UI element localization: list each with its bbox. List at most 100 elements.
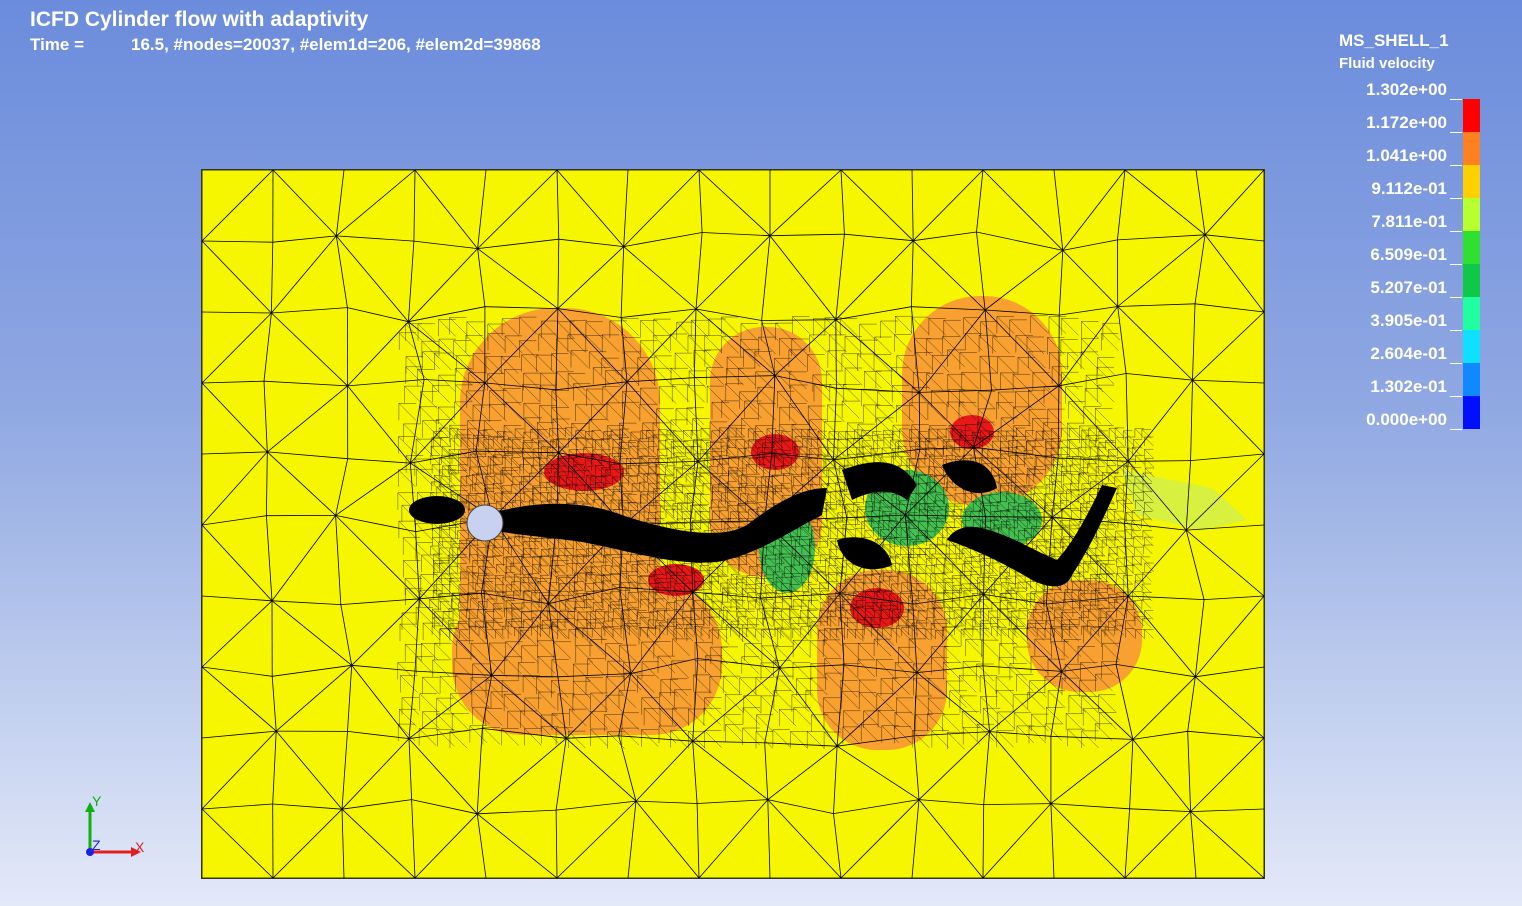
mesh-edge [1047,658,1066,677]
mesh-edge [1194,599,1205,677]
mesh-edge [607,731,625,749]
mesh-edge [438,374,456,393]
mesh-edge [791,474,809,492]
mesh-edge [469,466,479,477]
mesh-edge [1098,442,1117,460]
mesh-edge [1195,676,1264,739]
mesh-edge [476,737,567,815]
mesh-edge [908,554,926,572]
mesh-edge [1050,803,1126,878]
mesh-edge [1080,351,1099,370]
mesh-edge [1062,457,1072,468]
mesh-edge [590,711,608,729]
mesh-edge [837,447,847,458]
mesh-edge [272,170,337,237]
mesh-edge [952,429,962,439]
mesh-edge [1108,449,1118,459]
mesh-edge [933,458,943,468]
mesh-edge [341,809,345,878]
mesh-edge [918,799,984,805]
mesh-edge [539,405,557,423]
mesh-edge [788,349,807,368]
mesh-edge [738,457,748,468]
mesh-edge [585,335,603,353]
mesh-edge [943,662,961,680]
mesh-edge [876,693,894,711]
mesh-edge [863,404,881,423]
mesh-edge [1000,372,1018,391]
mesh-edge [837,476,847,486]
mesh-edge [514,428,525,439]
mesh-edge [861,389,879,407]
mesh-edge [695,235,771,310]
mesh-edge [827,439,845,457]
mesh-edge [709,506,727,525]
mesh-edge [540,372,558,391]
mesh-edge [1016,439,1027,450]
mesh-edge [341,731,348,810]
mesh-edge [828,447,838,457]
mesh-edge [779,593,841,669]
mesh-edge [546,455,557,465]
mesh-edge [735,428,746,438]
mesh-edge [583,447,593,457]
mesh-edge [973,446,1059,459]
fluid-velocity-plot[interactable] [202,170,1264,878]
mesh-edge [659,386,677,404]
mesh-edge [1187,731,1191,812]
mesh-edge [657,448,667,459]
mesh-edge [982,436,1000,454]
mesh-edge [813,318,831,336]
mesh-edge [523,431,534,442]
mesh-edge [993,510,1012,529]
mesh-edge [556,170,560,240]
mesh-edge [455,368,473,386]
mesh-edge [690,608,708,626]
mesh-edge [1047,337,1065,355]
mesh-edge [478,466,488,476]
mesh-edge [942,626,960,645]
mesh-edge [779,407,797,425]
mesh-edge [773,438,784,449]
mesh-edge [421,643,439,661]
mesh-edge [1090,446,1100,457]
mesh-edge [398,469,416,487]
mesh-edge [658,725,677,744]
mesh-edge [1129,808,1191,812]
mesh-edge [420,574,438,592]
mesh-edge [512,448,522,458]
mesh-edge [465,335,484,353]
mesh-viewport[interactable] [201,169,1265,879]
mesh-edge [911,799,920,878]
mesh-edge [980,623,998,641]
mesh-edge [773,449,784,459]
mesh-edge [575,476,586,487]
mesh-edge [1070,464,1080,475]
mesh-edge [1117,306,1193,381]
mesh-edge [1141,429,1152,439]
mesh-edge [725,487,743,505]
mesh-edge [725,694,743,712]
mesh-edge [984,309,1060,387]
mesh-edge [1064,664,1083,682]
mesh-edge [347,379,425,387]
mesh-edge [959,695,978,714]
mesh-edge [635,740,693,802]
mesh-edge [1031,526,1049,544]
mesh-edge [755,677,774,695]
mesh-edge [686,407,705,425]
mesh-edge [665,465,675,476]
mesh-edge [557,693,576,711]
mesh-edge [629,446,640,456]
mesh-edge [449,470,467,488]
mesh-edge [456,429,467,439]
mesh-edge [623,461,699,526]
mesh-edge [589,639,608,657]
mesh-edge [1013,406,1031,425]
mesh-edge [767,799,771,878]
mesh-edge [761,323,779,341]
mesh-edge [592,449,603,459]
mesh-edge [621,308,697,318]
mesh-edge [965,510,983,529]
mesh-edge [801,466,811,477]
